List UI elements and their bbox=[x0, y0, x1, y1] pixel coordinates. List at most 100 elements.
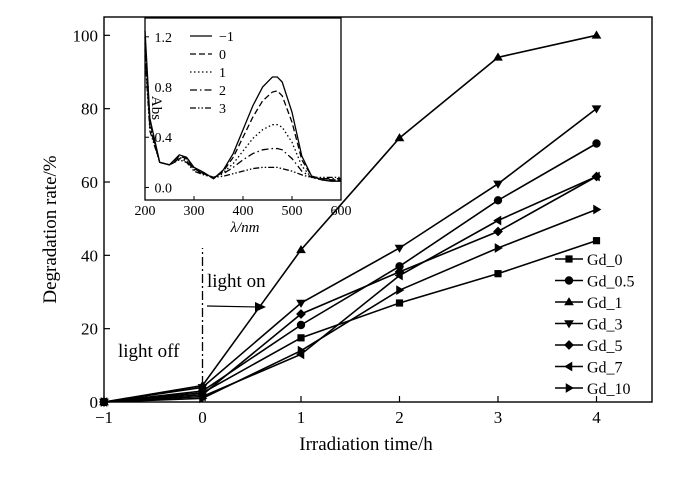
legend-marker bbox=[564, 361, 573, 372]
inset-y-tick-label: 1.2 bbox=[155, 31, 173, 46]
legend-marker bbox=[564, 340, 574, 350]
inset-series-0 bbox=[144, 36, 341, 181]
x-tick-label: −1 bbox=[95, 408, 113, 427]
legend-item-gd-0: Gd_0 bbox=[555, 252, 623, 269]
inset-series-3 bbox=[144, 55, 341, 179]
legend-marker bbox=[565, 383, 574, 393]
x-tick-label: 4 bbox=[592, 408, 601, 427]
inset-x-tick-label: 200 bbox=[135, 204, 156, 219]
legend-label: Gd_0 bbox=[587, 252, 623, 269]
legend-item-gd-10: Gd_10 bbox=[555, 381, 631, 398]
y-tick-label: 0 bbox=[90, 393, 99, 412]
plot-frame bbox=[103, 16, 653, 403]
data-point bbox=[297, 334, 305, 342]
data-point bbox=[493, 52, 503, 61]
y-axis-title: Degradation rate/% bbox=[40, 155, 61, 303]
y-tick-label: 80 bbox=[81, 100, 98, 119]
legend-marker bbox=[564, 276, 574, 285]
legend-item-gd-5: Gd_5 bbox=[555, 338, 623, 355]
inset-y-axis-title: Abs bbox=[148, 96, 164, 120]
data-point bbox=[395, 299, 404, 307]
data-point bbox=[593, 204, 602, 215]
light-on-arrow-shaft bbox=[206, 305, 259, 308]
data-point bbox=[296, 309, 306, 319]
inset-y-tick-label: 0.0 bbox=[155, 181, 173, 196]
data-point bbox=[493, 226, 503, 237]
y-tick-label: 20 bbox=[81, 320, 98, 339]
legend-marker bbox=[564, 297, 574, 306]
y-tick-label: 60 bbox=[81, 173, 98, 192]
light-on-annotation: light on bbox=[207, 271, 266, 292]
data-point bbox=[396, 285, 405, 296]
data-point bbox=[297, 345, 306, 356]
legend-label: Gd_3 bbox=[587, 317, 623, 334]
data-point bbox=[494, 243, 503, 253]
inset-x-axis-title: λ/nm bbox=[230, 220, 260, 236]
series-line bbox=[103, 108, 597, 403]
inset-y-tick-label: 0.4 bbox=[155, 131, 173, 146]
x-tick-label: 0 bbox=[198, 408, 207, 427]
data-point bbox=[591, 171, 600, 182]
x-tick-label: 2 bbox=[395, 408, 404, 427]
data-point bbox=[197, 384, 208, 393]
x-tick-label: 3 bbox=[494, 408, 503, 427]
x-tick-label: 1 bbox=[297, 408, 306, 427]
legend-item-gd-3: Gd_3 bbox=[555, 317, 623, 334]
series-line bbox=[103, 175, 597, 403]
data-point bbox=[493, 180, 503, 189]
inset-series-2 bbox=[144, 49, 341, 180]
legend-label: Gd_5 bbox=[587, 338, 623, 355]
legend-label: Gd_10 bbox=[587, 381, 631, 398]
data-point bbox=[296, 299, 306, 308]
main-legend: Gd_0 Gd_0.5 Gd_1 Gd_3 Gd_5 Gd_7 Gd_10 bbox=[555, 252, 635, 398]
data-point bbox=[591, 30, 602, 39]
data-point bbox=[100, 397, 109, 407]
inset-legend-label: 0 bbox=[219, 48, 226, 63]
inset-plot: 200 300 400 500 600 0.0 0.4 0.8 1.2 λ/nm Abs −1 0 1 2 3 bbox=[135, 17, 352, 236]
y-tick-label: 100 bbox=[73, 26, 99, 45]
data-point bbox=[493, 196, 503, 205]
inset-x-tick-label: 500 bbox=[282, 204, 303, 219]
legend-item-gd-1: Gd_1 bbox=[555, 295, 623, 312]
legend-item-gd-7: Gd_7 bbox=[555, 360, 623, 377]
legend-label: Gd_0.5 bbox=[587, 274, 635, 291]
data-point bbox=[592, 139, 601, 148]
inset-legend-label: 3 bbox=[219, 102, 226, 117]
inset-legend-label: 2 bbox=[219, 84, 226, 99]
data-point bbox=[394, 244, 405, 253]
legend-label: Gd_1 bbox=[587, 295, 623, 312]
inset-legend-label: −1 bbox=[219, 30, 234, 45]
data-point bbox=[591, 105, 602, 114]
data-point bbox=[394, 133, 405, 142]
series-line bbox=[103, 208, 597, 403]
inset-x-tick-label: 400 bbox=[233, 204, 254, 219]
series-line bbox=[103, 34, 597, 403]
legend-marker bbox=[565, 255, 573, 263]
series-gd-10 bbox=[100, 204, 602, 407]
inset-y-tick-label: 0.8 bbox=[155, 81, 173, 96]
inset-x-tick-label: 600 bbox=[331, 204, 352, 219]
legend-label: Gd_7 bbox=[587, 360, 623, 377]
inset-frame bbox=[144, 17, 342, 201]
legend-marker bbox=[564, 320, 574, 329]
data-point bbox=[296, 320, 306, 330]
data-point bbox=[394, 270, 403, 281]
data-point bbox=[592, 237, 601, 245]
inset-legend: −1 0 1 2 3 bbox=[190, 30, 234, 117]
y-tick-label: 40 bbox=[81, 246, 98, 265]
inset-x-tick-label: 300 bbox=[184, 204, 205, 219]
data-point bbox=[199, 393, 208, 404]
data-point bbox=[494, 270, 502, 278]
data-point bbox=[493, 215, 502, 226]
inset-legend-label: 1 bbox=[219, 66, 226, 81]
data-point bbox=[296, 244, 306, 254]
data-point bbox=[395, 262, 404, 271]
light-off-annotation: light off bbox=[118, 341, 180, 362]
legend-item-gd-0-5: Gd_0.5 bbox=[555, 274, 635, 291]
series-gd-7 bbox=[99, 171, 600, 407]
series-line bbox=[103, 175, 597, 403]
x-axis-title: Irradiation time/h bbox=[299, 434, 433, 455]
series-line bbox=[103, 142, 597, 403]
